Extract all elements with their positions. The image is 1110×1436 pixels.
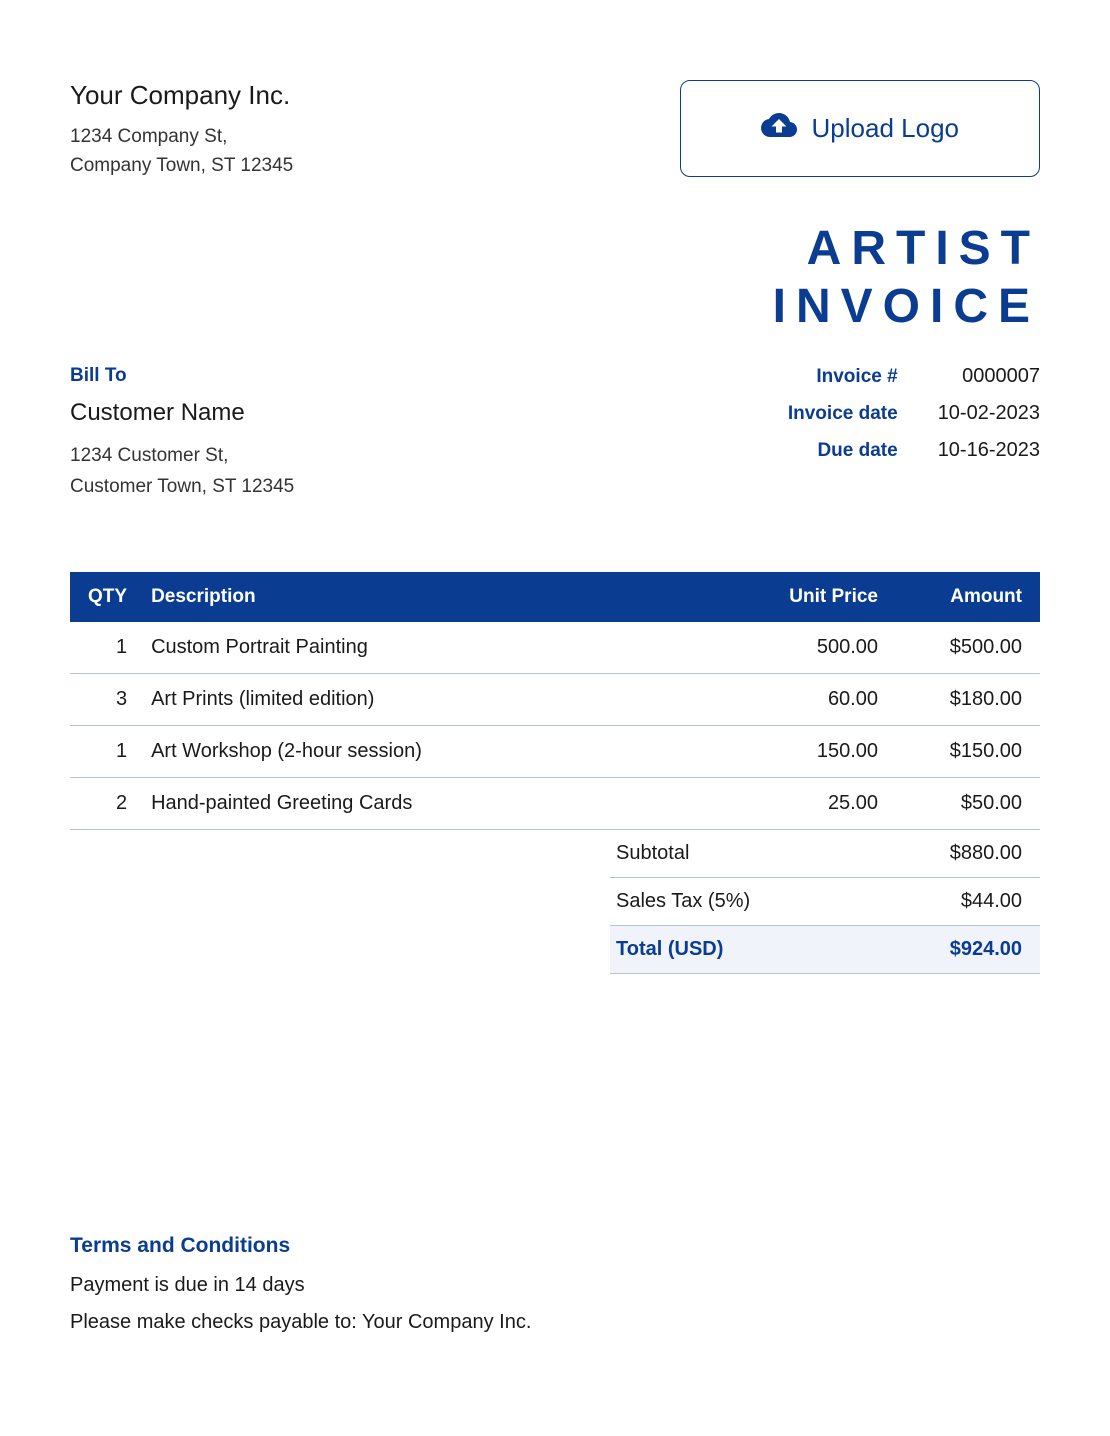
total-label: Total (USD) bbox=[610, 925, 867, 973]
company-address-line1: 1234 Company St, bbox=[70, 123, 680, 152]
total-row: Total (USD) $924.00 bbox=[610, 925, 1040, 973]
invoice-number-value[interactable]: 0000007 bbox=[938, 365, 1040, 388]
bill-to-heading: Bill To bbox=[70, 365, 788, 387]
cell-unit-price[interactable]: 60.00 bbox=[720, 673, 890, 725]
subtotal-value: $880.00 bbox=[867, 830, 1040, 878]
invoice-title-line1: ARTIST bbox=[70, 220, 1040, 278]
bill-to-block: Bill To Customer Name 1234 Customer St, … bbox=[70, 365, 788, 502]
cell-unit-price[interactable]: 25.00 bbox=[720, 777, 890, 829]
invoice-title: ARTIST INVOICE bbox=[70, 220, 1040, 335]
subtotal-row: Subtotal $880.00 bbox=[610, 830, 1040, 878]
cell-description[interactable]: Hand-painted Greeting Cards bbox=[139, 777, 720, 829]
invoice-date-value[interactable]: 10-02-2023 bbox=[938, 402, 1040, 425]
terms-line2[interactable]: Please make checks payable to: Your Comp… bbox=[70, 1311, 1040, 1334]
col-header-amount: Amount bbox=[890, 572, 1040, 622]
cell-description[interactable]: Art Prints (limited edition) bbox=[139, 673, 720, 725]
upload-logo-label: Upload Logo bbox=[812, 113, 959, 144]
invoice-meta-block: Invoice # 0000007 Invoice date 10-02-202… bbox=[788, 365, 1040, 462]
company-name[interactable]: Your Company Inc. bbox=[70, 80, 680, 111]
terms-heading: Terms and Conditions bbox=[70, 1234, 1040, 1258]
totals-wrap: Subtotal $880.00 Sales Tax (5%) $44.00 T… bbox=[70, 830, 1040, 974]
cell-unit-price[interactable]: 500.00 bbox=[720, 622, 890, 674]
tax-value: $44.00 bbox=[867, 877, 1040, 925]
cell-qty[interactable]: 1 bbox=[70, 622, 139, 674]
totals-table: Subtotal $880.00 Sales Tax (5%) $44.00 T… bbox=[610, 830, 1040, 974]
cell-description[interactable]: Custom Portrait Painting bbox=[139, 622, 720, 674]
table-row: 3 Art Prints (limited edition) 60.00 $18… bbox=[70, 673, 1040, 725]
table-row: 2 Hand-painted Greeting Cards 25.00 $50.… bbox=[70, 777, 1040, 829]
cloud-upload-icon bbox=[761, 111, 797, 146]
customer-address[interactable]: 1234 Customer St, Customer Town, ST 1234… bbox=[70, 441, 788, 502]
due-date-value[interactable]: 10-16-2023 bbox=[938, 439, 1040, 462]
items-table: QTY Description Unit Price Amount 1 Cust… bbox=[70, 572, 1040, 830]
terms-line1[interactable]: Payment is due in 14 days bbox=[70, 1274, 1040, 1297]
upload-logo-button[interactable]: Upload Logo bbox=[680, 80, 1040, 177]
cell-qty[interactable]: 3 bbox=[70, 673, 139, 725]
invoice-title-line2: INVOICE bbox=[70, 278, 1040, 336]
company-address-line2: Company Town, ST 12345 bbox=[70, 152, 680, 181]
total-value: $924.00 bbox=[867, 925, 1040, 973]
cell-unit-price[interactable]: 150.00 bbox=[720, 725, 890, 777]
company-block: Your Company Inc. 1234 Company St, Compa… bbox=[70, 80, 680, 180]
header-row: Your Company Inc. 1234 Company St, Compa… bbox=[70, 80, 1040, 180]
tax-row: Sales Tax (5%) $44.00 bbox=[610, 877, 1040, 925]
cell-amount: $180.00 bbox=[890, 673, 1040, 725]
tax-label[interactable]: Sales Tax (5%) bbox=[610, 877, 867, 925]
company-address[interactable]: 1234 Company St, Company Town, ST 12345 bbox=[70, 123, 680, 180]
col-header-unit-price: Unit Price bbox=[720, 572, 890, 622]
terms-block: Terms and Conditions Payment is due in 1… bbox=[70, 1234, 1040, 1334]
customer-address-line1: 1234 Customer St, bbox=[70, 441, 788, 471]
subtotal-label: Subtotal bbox=[610, 830, 867, 878]
cell-qty[interactable]: 2 bbox=[70, 777, 139, 829]
cell-qty[interactable]: 1 bbox=[70, 725, 139, 777]
customer-address-line2: Customer Town, ST 12345 bbox=[70, 472, 788, 502]
invoice-number-label: Invoice # bbox=[788, 366, 898, 388]
billing-row: Bill To Customer Name 1234 Customer St, … bbox=[70, 365, 1040, 502]
invoice-date-label: Invoice date bbox=[788, 403, 898, 425]
table-row: 1 Custom Portrait Painting 500.00 $500.0… bbox=[70, 622, 1040, 674]
cell-amount: $500.00 bbox=[890, 622, 1040, 674]
cell-amount: $150.00 bbox=[890, 725, 1040, 777]
col-header-description: Description bbox=[139, 572, 720, 622]
col-header-qty: QTY bbox=[70, 572, 139, 622]
items-header-row: QTY Description Unit Price Amount bbox=[70, 572, 1040, 622]
table-row: 1 Art Workshop (2-hour session) 150.00 $… bbox=[70, 725, 1040, 777]
customer-name[interactable]: Customer Name bbox=[70, 399, 788, 427]
cell-amount: $50.00 bbox=[890, 777, 1040, 829]
cell-description[interactable]: Art Workshop (2-hour session) bbox=[139, 725, 720, 777]
due-date-label: Due date bbox=[788, 440, 898, 462]
